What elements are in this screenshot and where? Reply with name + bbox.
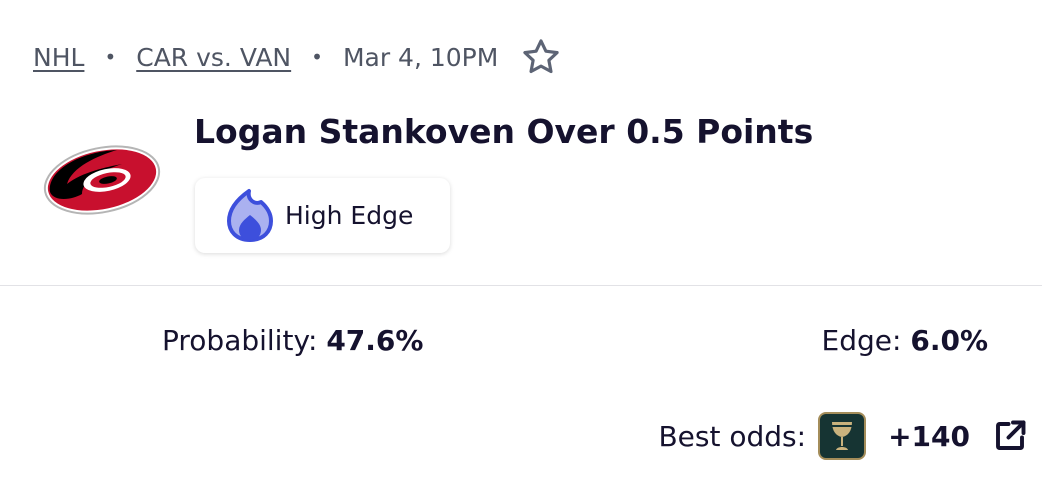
league-link[interactable]: NHL xyxy=(33,42,85,72)
edge: Edge: 6.0% xyxy=(822,324,988,357)
matchup-link[interactable]: CAR vs. VAN xyxy=(136,42,292,72)
edge-badge-label: High Edge xyxy=(285,201,414,230)
separator: • xyxy=(104,45,117,69)
edge-label: Edge: xyxy=(821,324,902,357)
edge-badge: High Edge xyxy=(195,178,450,253)
game-datetime: Mar 4, 10PM xyxy=(342,42,499,72)
team-logo xyxy=(43,145,161,215)
probability-label: Probability: xyxy=(162,324,318,357)
external-link-icon[interactable] xyxy=(992,418,1028,454)
sportsbook-logo[interactable] xyxy=(818,412,867,460)
prop-title: Logan Stankoven Over 0.5 Points xyxy=(194,112,814,151)
probability-value: 47.6% xyxy=(326,324,424,357)
best-odds-value: +140 xyxy=(888,419,970,453)
separator: • xyxy=(311,45,323,69)
breadcrumb: NHL • CAR vs. VAN • Mar 4, 10PM xyxy=(33,36,562,78)
probability: Probability: 47.6% xyxy=(162,324,423,357)
divider xyxy=(0,285,1042,286)
best-odds-label: Best odds: xyxy=(658,419,807,453)
star-icon[interactable] xyxy=(520,36,562,78)
flame-icon xyxy=(227,189,273,242)
chalice-icon xyxy=(832,422,853,450)
best-odds: Best odds: +140 xyxy=(658,412,1028,460)
edge-value: 6.0% xyxy=(910,324,988,357)
